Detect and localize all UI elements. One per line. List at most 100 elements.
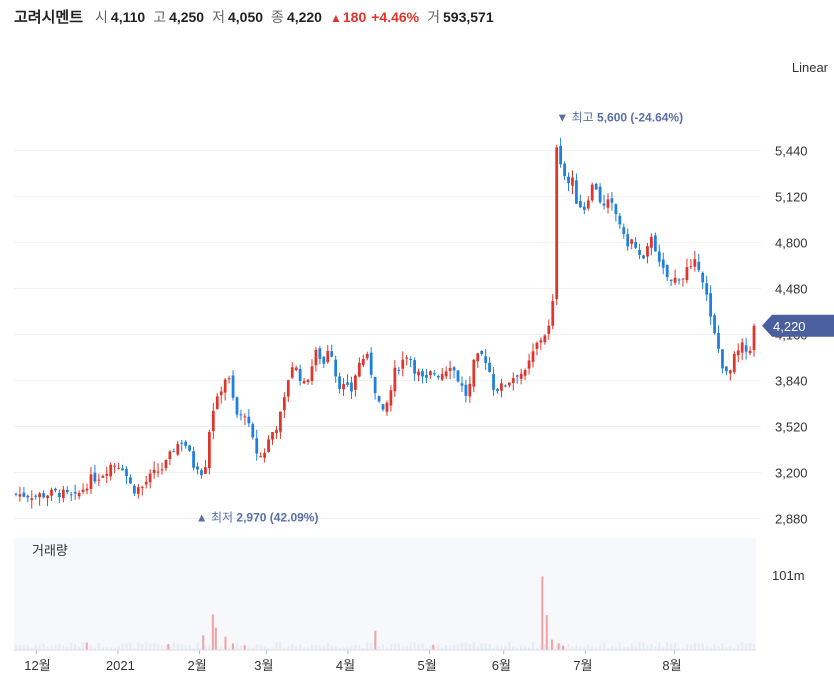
volume-bar — [346, 646, 349, 650]
candle-body — [117, 468, 120, 470]
volume-bar — [34, 644, 37, 650]
open-label: 시 — [95, 9, 108, 25]
volume-bar — [271, 647, 274, 650]
candle-body — [551, 301, 555, 326]
volume-bar — [512, 646, 515, 650]
volume-bar — [701, 643, 704, 650]
y-axis-tick-label: 3,840 — [775, 373, 808, 388]
candle-body — [188, 445, 192, 451]
volume-bar — [30, 647, 33, 650]
candle-body — [661, 259, 665, 268]
candle-body — [247, 416, 251, 424]
candle-body — [630, 239, 634, 244]
candle-body — [717, 333, 720, 349]
candle-body — [148, 473, 152, 483]
volume-bar — [62, 645, 65, 650]
volume-bar — [460, 642, 464, 650]
candle-body — [507, 382, 511, 386]
candle-body — [298, 369, 302, 382]
candle-body — [614, 204, 618, 215]
volume-bar — [421, 643, 424, 650]
volume-bar — [77, 646, 81, 650]
candle-body — [318, 348, 322, 359]
candle-body — [665, 264, 669, 278]
candle-body — [282, 397, 286, 411]
candle-body — [58, 493, 61, 498]
candle-body — [543, 335, 547, 343]
candle-body — [472, 359, 476, 387]
volume-bar — [468, 643, 472, 650]
candle-body — [567, 176, 570, 184]
x-axis-tick-label: 8월 — [662, 658, 681, 673]
candle-body — [748, 350, 752, 354]
volume-bar — [725, 647, 728, 650]
candle-body — [653, 235, 657, 252]
candle-body — [425, 374, 428, 378]
volume-bar — [73, 644, 77, 650]
volume-bar — [614, 646, 618, 650]
candle-body — [389, 390, 393, 406]
volume-bar — [227, 647, 231, 650]
volume-bar — [484, 643, 487, 650]
volume-bar — [516, 647, 519, 650]
volume-bar — [531, 642, 535, 650]
volume-bar — [97, 642, 101, 650]
volume-bar — [58, 644, 61, 650]
volume-bar — [326, 643, 329, 650]
candle-body — [77, 493, 81, 497]
scale-mode-toggle[interactable]: Linear — [791, 60, 828, 75]
candle-body — [488, 362, 491, 372]
volume-bar — [66, 646, 69, 650]
volume-bar — [101, 647, 104, 650]
candle-body — [342, 383, 345, 390]
volume-spike — [562, 645, 565, 650]
volume-bar — [283, 647, 286, 650]
volume-bar — [504, 645, 507, 650]
candle-body — [444, 371, 448, 377]
candle-body — [440, 374, 444, 380]
volume-bar — [255, 644, 258, 650]
candle-body — [338, 376, 341, 389]
volume-bar — [334, 646, 337, 650]
candle-body — [373, 376, 377, 394]
candle-body — [357, 362, 361, 377]
candlestick-series — [14, 137, 756, 509]
candle-body — [235, 397, 239, 415]
volume-bar — [587, 644, 590, 650]
candle-body — [93, 472, 97, 482]
volume-bar — [448, 645, 452, 650]
volume-bar — [444, 644, 448, 650]
volume-bar — [105, 647, 108, 650]
volume-bar — [626, 646, 629, 650]
candle-body — [263, 452, 267, 458]
candle-body — [657, 251, 661, 262]
volume-bar — [622, 646, 625, 650]
volume-bar — [681, 647, 685, 650]
candle-body — [192, 451, 195, 468]
candle-body — [582, 206, 586, 210]
candle-body — [429, 371, 432, 376]
volume-bar — [437, 645, 440, 650]
volume-bar — [306, 647, 310, 650]
candle-body — [89, 474, 93, 489]
candle-body — [436, 375, 440, 378]
candle-body — [46, 495, 49, 499]
y-axis-tick-label: 4,800 — [775, 235, 808, 250]
volume-bar — [295, 646, 298, 650]
volume-bar — [38, 645, 41, 650]
volume-bar — [192, 647, 195, 650]
volume-bar — [535, 647, 539, 650]
candle-body — [740, 342, 744, 353]
volume-bar — [673, 642, 677, 650]
price-gridlines — [14, 149, 761, 519]
candle-body — [744, 345, 748, 352]
candle-body — [61, 489, 65, 499]
volume-bar — [156, 644, 160, 650]
volume-bar — [354, 644, 357, 650]
volume-bar — [330, 645, 333, 650]
volume-bar — [287, 645, 290, 650]
candle-body — [105, 473, 109, 476]
candle-body — [176, 444, 180, 455]
volume-bar — [370, 642, 373, 650]
